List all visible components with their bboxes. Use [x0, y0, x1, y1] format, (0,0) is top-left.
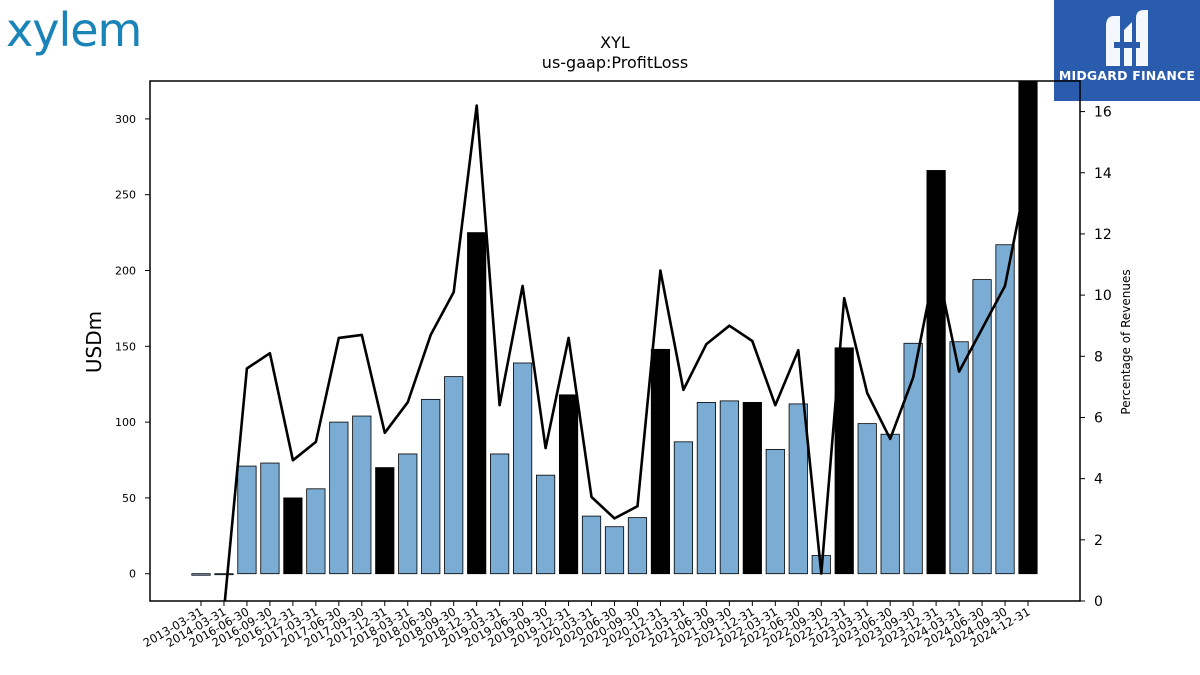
bar-2019-06-30 [513, 362, 533, 575]
midgard-finance-text: MIDGARD FINANCE [1058, 68, 1196, 83]
bar-2022-12-31 [834, 347, 854, 575]
bar-2021-06-30 [696, 401, 716, 575]
bar-2024-03-31 [949, 341, 969, 575]
y2-tick-label: 14 [1094, 166, 1112, 182]
y-tick-label: 100 [115, 416, 136, 429]
y-tick-label: 200 [115, 265, 136, 278]
bar-2017-03-31 [306, 488, 326, 575]
y-tick-label: 0 [129, 568, 136, 581]
midgard-logo-icon [1106, 10, 1148, 66]
bar-2024-12-31 [1018, 81, 1038, 575]
bar-2018-03-31 [398, 453, 418, 575]
y2-tick-label: 2 [1094, 533, 1103, 549]
y2-tick-label: 16 [1094, 105, 1112, 121]
bar-2016-09-30 [260, 462, 280, 575]
y2-tick-label: 12 [1094, 227, 1112, 243]
bar-2013-03-31 [191, 573, 211, 576]
bar-2020-03-31 [581, 515, 602, 575]
midgard-finance-logo: MIDGARD FINANCE [1054, 0, 1200, 101]
bar-2020-09-30 [627, 517, 648, 575]
bar-2018-12-31 [467, 232, 487, 575]
bar-2019-12-31 [558, 394, 579, 575]
bar-2022-06-30 [788, 403, 808, 575]
y2-tick-label: 4 [1094, 472, 1103, 488]
bar-2023-12-31 [926, 170, 946, 575]
y-axis-label: USDm [82, 311, 106, 373]
bar-2017-09-30 [352, 415, 372, 575]
y-tick-label: 250 [115, 189, 136, 202]
bar-2016-06-30 [237, 465, 257, 575]
y-tick-label: 50 [122, 492, 136, 505]
xylem-logo: xylem [6, 3, 142, 57]
bar-2014-03-31 [214, 573, 234, 576]
y2-tick-label: 10 [1094, 288, 1112, 304]
plot-inner [191, 81, 1038, 601]
y2-tick-label: 0 [1094, 594, 1103, 610]
bar-2018-09-30 [444, 376, 464, 575]
bar-2019-09-30 [535, 474, 556, 575]
bar-2023-06-30 [880, 433, 900, 575]
bar-2023-09-30 [903, 342, 923, 575]
bar-2024-09-30 [995, 244, 1015, 575]
y2-tick-label: 6 [1094, 410, 1103, 426]
bar-2021-09-30 [719, 400, 739, 575]
bar-2020-06-30 [604, 526, 625, 575]
bar-2023-03-31 [857, 423, 877, 575]
bar-2018-06-30 [421, 398, 441, 575]
bar-2019-03-31 [490, 453, 510, 575]
chart-subtitle: us-gaap:ProfitLoss [542, 53, 688, 72]
bar-2022-03-31 [765, 448, 785, 575]
bar-2016-12-31 [283, 497, 303, 575]
bar-2020-12-31 [650, 348, 671, 575]
y-tick-label: 300 [115, 113, 136, 126]
bar-2017-06-30 [329, 421, 349, 575]
y-tick-label: 150 [115, 340, 136, 353]
bar-2017-12-31 [375, 467, 395, 575]
y2-axis-label: Percentage of Revenues [1119, 269, 1133, 414]
plot-area: 05010015020025030002468101214162013-03-3… [115, 80, 1112, 650]
chart-title: XYL [600, 33, 630, 52]
y2-tick-label: 8 [1094, 349, 1103, 365]
bar-2021-03-31 [673, 441, 694, 575]
bar-2024-06-30 [972, 279, 992, 575]
bar-2021-12-31 [742, 401, 762, 575]
pct-revenue-line [223, 104, 1030, 601]
